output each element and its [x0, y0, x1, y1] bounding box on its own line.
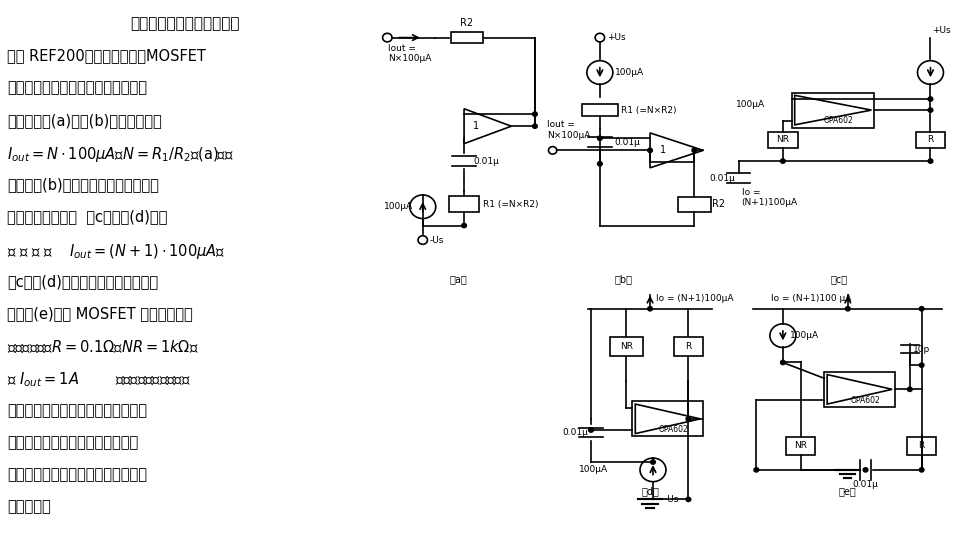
Text: R: R: [919, 441, 924, 450]
Circle shape: [686, 497, 691, 502]
Text: 输 出 电 流    $I_{out} = (N+1) \cdot 100\mu A$．: 输 出 电 流 $I_{out} = (N+1) \cdot 100\mu A$…: [8, 242, 226, 260]
Bar: [451, 32, 483, 43]
Bar: [582, 104, 617, 116]
Text: （c）: （c）: [830, 274, 848, 284]
Bar: [611, 337, 642, 356]
Circle shape: [533, 112, 538, 117]
Text: Io = (N+1)100 μA: Io = (N+1)100 μA: [771, 294, 852, 302]
Circle shape: [692, 148, 697, 153]
Circle shape: [754, 468, 758, 472]
Text: 围、输出摆幅以及器件的工作电压等: 围、输出摆幅以及器件的工作电压等: [8, 467, 148, 482]
Text: （a）: （a）: [449, 274, 467, 284]
Text: -Us: -Us: [430, 236, 444, 244]
Circle shape: [920, 363, 924, 367]
Text: R2: R2: [712, 199, 725, 209]
Circle shape: [588, 427, 593, 432]
Text: 100μA: 100μA: [579, 466, 609, 474]
Text: 和运放的失调电压有关。恒流的大小: 和运放的失调电压有关。恒流的大小: [8, 403, 148, 418]
Circle shape: [920, 468, 924, 472]
Circle shape: [651, 460, 656, 464]
Text: Io =
(N+1)100μA: Io = (N+1)100μA: [741, 188, 798, 207]
Circle shape: [928, 97, 933, 101]
Text: 电流，例如，$R = 0.1\Omega$，$NR = 1k\Omega$，: 电流，例如，$R = 0.1\Omega$，$NR = 1k\Omega$，: [8, 338, 199, 355]
Bar: [916, 132, 946, 148]
Text: 由负载的阻值、运放的共模电压范: 由负载的阻值、运放的共模电压范: [8, 435, 138, 450]
Bar: [786, 437, 815, 455]
Text: 10p: 10p: [913, 345, 930, 353]
Circle shape: [780, 159, 785, 163]
Text: （e）: （e）: [839, 486, 856, 496]
Text: 流阱电路。(a)图、(b)图的输出电流: 流阱电路。(a)图、(b)图的输出电流: [8, 113, 162, 128]
Text: NR: NR: [794, 441, 807, 450]
Circle shape: [533, 124, 538, 128]
Text: 1: 1: [473, 121, 479, 131]
Text: NR: NR: [777, 135, 789, 144]
Circle shape: [846, 307, 851, 311]
Text: 电路。(e)图用 MOSFET 管输出较大的: 电路。(e)图用 MOSFET 管输出较大的: [8, 306, 193, 321]
Text: （b）: （b）: [614, 274, 633, 284]
Bar: [633, 402, 703, 436]
Circle shape: [648, 148, 653, 153]
Circle shape: [648, 307, 653, 311]
Text: R2: R2: [461, 18, 473, 28]
Text: （d）: （d）: [641, 486, 659, 496]
Text: （c）、(d)图分别为电流源、电流阱: （c）、(d)图分别为电流源、电流阱: [8, 274, 158, 289]
Text: -Us: -Us: [664, 495, 679, 504]
Circle shape: [462, 223, 467, 228]
Text: $I_{out} = N \cdot 100\mu A$，$N = R_1 / R_2$，(a)图为: $I_{out} = N \cdot 100\mu A$，$N = R_1 / …: [8, 145, 234, 164]
Text: NR: NR: [620, 342, 633, 351]
Bar: [678, 197, 710, 212]
Circle shape: [597, 162, 602, 166]
Bar: [449, 196, 479, 212]
Text: R: R: [927, 135, 934, 144]
Circle shape: [928, 108, 933, 112]
Circle shape: [597, 136, 602, 140]
Text: 管，可以组成大小不等的电流源、电: 管，可以组成大小不等的电流源、电: [8, 81, 148, 96]
Text: 0.01μ: 0.01μ: [709, 174, 735, 183]
Text: 不同输出电流的恒流源电路: 不同输出电流的恒流源电路: [130, 16, 240, 31]
Text: +Us: +Us: [607, 33, 626, 42]
Text: 100μA: 100μA: [735, 100, 765, 109]
Text: R1 (=N×R2): R1 (=N×R2): [483, 200, 539, 208]
Text: 电流源，(b)图为电流阱。应选用低输: 电流源，(b)图为电流阱。应选用低输: [8, 177, 159, 192]
Text: 100μA: 100μA: [384, 202, 414, 211]
Text: 利用 REF200、运算放大器、MOSFET: 利用 REF200、运算放大器、MOSFET: [8, 48, 206, 63]
Bar: [907, 437, 936, 455]
Circle shape: [686, 417, 691, 421]
Text: 入偏置电流运放。  （c）图、(d)图的: 入偏置电流运放。 （c）图、(d)图的: [8, 209, 168, 224]
Circle shape: [928, 159, 933, 163]
Text: Iout =
N×100μA: Iout = N×100μA: [547, 120, 590, 140]
Text: OPA602: OPA602: [851, 396, 880, 405]
Text: 0.01μ: 0.01μ: [563, 428, 588, 437]
Text: Io = (N+1)100μA: Io = (N+1)100μA: [656, 294, 733, 302]
Circle shape: [780, 360, 785, 365]
Text: 0.01μ: 0.01μ: [473, 157, 499, 165]
Circle shape: [907, 387, 912, 391]
Bar: [825, 372, 895, 407]
Circle shape: [588, 427, 593, 432]
Text: 100μA: 100μA: [614, 68, 644, 77]
Text: R: R: [685, 342, 691, 351]
Circle shape: [920, 307, 924, 311]
Text: 则 $I_{out} = 1A$        恒流源精度与电阻精度: 则 $I_{out} = 1A$ 恒流源精度与电阻精度: [8, 371, 191, 389]
Text: OPA602: OPA602: [659, 425, 688, 434]
Bar: [674, 337, 703, 356]
Text: 100μA: 100μA: [790, 331, 819, 340]
Text: 0.01μ: 0.01μ: [852, 480, 878, 489]
Bar: [768, 132, 798, 148]
Text: +Us: +Us: [932, 26, 951, 35]
Text: 参数确定。: 参数确定。: [8, 499, 51, 514]
Text: 0.01μ: 0.01μ: [614, 138, 640, 147]
Bar: [792, 92, 875, 127]
Text: Iout =
N×100μA: Iout = N×100μA: [389, 44, 432, 63]
Text: R1 (=N×R2): R1 (=N×R2): [620, 106, 676, 114]
Text: 1: 1: [660, 146, 666, 155]
Circle shape: [863, 468, 868, 472]
Text: OPA602: OPA602: [824, 117, 853, 125]
